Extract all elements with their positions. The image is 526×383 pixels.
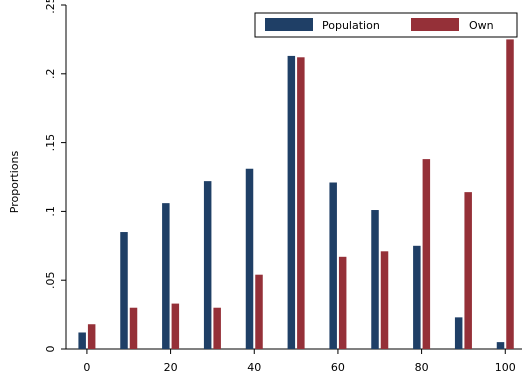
bars [78,39,514,350]
y-tick-label: .2 [44,69,57,80]
y-axis-label: Proportions [8,150,21,213]
bar-population-90 [454,317,463,349]
x-tick-label: 40 [247,361,261,374]
y-tick-label: 0 [44,346,57,353]
y-tick-label: .1 [44,206,57,217]
legend-label-population: Population [322,19,380,32]
y-ticks: 0 .05 .1 .15 .2 .25 [44,0,66,353]
bar-own-50 [297,57,305,350]
bar-population-50 [287,55,296,350]
bar-population-60 [329,182,337,349]
bar-population-30 [203,181,212,349]
plot-area: 0 .05 .1 .15 .2 .25 0 20 40 60 80 100 [44,0,522,374]
legend-swatch-own [411,18,459,31]
bar-own-10 [129,307,138,349]
bar-population-40 [245,168,254,349]
bar-own-70 [380,251,389,349]
bar-own-100 [506,39,514,350]
x-tick-label: 0 [83,361,90,374]
bar-own-30 [213,307,221,349]
bar-population-100 [496,342,505,349]
y-tick-label: .15 [44,134,57,152]
bar-own-40 [255,274,263,349]
bar-own-20 [171,303,180,349]
bar-population-70 [371,210,379,349]
bar-population-10 [120,232,128,349]
x-ticks: 0 20 40 60 80 100 [83,349,516,374]
bar-own-60 [338,256,347,349]
bar-own-90 [464,192,472,349]
x-tick-label: 100 [495,361,516,374]
x-tick-label: 20 [164,361,178,374]
legend: Population Own [254,12,518,38]
bar-population-80 [413,245,421,349]
x-tick-label: 80 [415,361,429,374]
bar-population-0 [78,332,86,349]
legend-label-own: Own [469,19,494,32]
y-tick-label: .05 [44,271,57,289]
x-tick-label: 60 [331,361,345,374]
bar-own-80 [422,159,431,349]
legend-swatch-population [265,18,313,31]
y-tick-label: .25 [44,0,57,14]
bar-population-20 [162,203,170,349]
bar-own-0 [87,324,96,349]
